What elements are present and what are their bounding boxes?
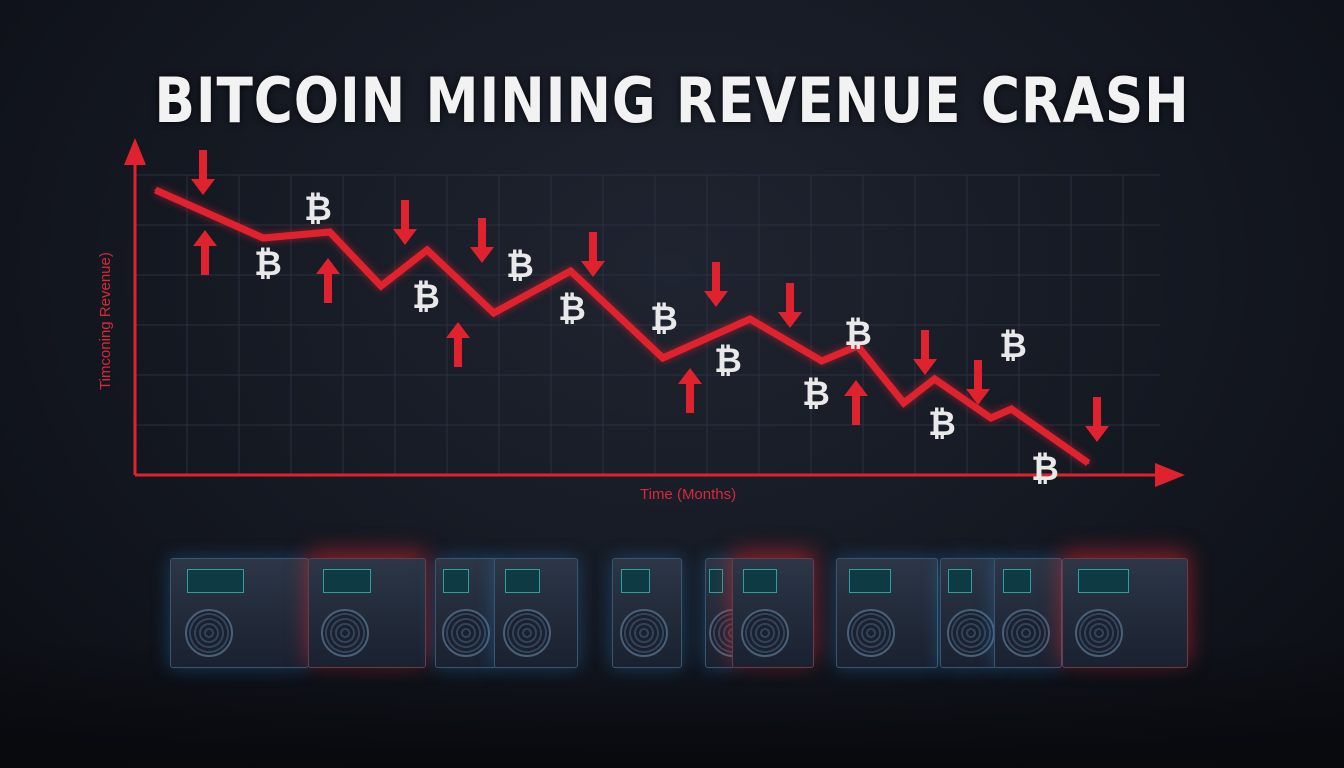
server-display	[1077, 569, 1130, 593]
x-axis-arrow-icon	[1155, 463, 1185, 487]
fan-icon	[619, 609, 668, 657]
fan-icon	[1001, 609, 1050, 657]
bitcoin-icon: ₿	[844, 314, 872, 354]
data-point	[380, 285, 382, 287]
bitcoin-icon: ₿	[714, 341, 742, 381]
server-display	[1002, 569, 1032, 593]
data-point	[1087, 462, 1090, 464]
arrow-down-icon	[704, 262, 728, 307]
mining-server	[435, 558, 497, 668]
server-display	[621, 569, 651, 593]
arrow-down-icon	[581, 232, 605, 277]
mining-server	[994, 558, 1062, 668]
mining-server	[836, 558, 938, 668]
bitcoin-icon: ₿	[928, 404, 956, 444]
bitcoin-icon: ₿	[254, 244, 282, 284]
bitcoin-icon: ₿	[1031, 449, 1059, 489]
data-point	[749, 318, 751, 320]
server-display	[504, 569, 540, 593]
data-point	[820, 360, 823, 362]
arrow-down-icon	[913, 330, 937, 375]
fan-icon	[503, 609, 552, 657]
arrow-up-icon	[446, 322, 470, 367]
bitcoin-icon: ₿	[650, 299, 678, 339]
chart-axes	[124, 138, 1185, 487]
data-point	[154, 189, 157, 191]
bitcoin-icon: ₿	[802, 374, 830, 414]
mining-server	[170, 558, 309, 668]
bitcoin-icon: ₿	[558, 289, 586, 329]
server-display	[742, 569, 777, 593]
server-display	[849, 569, 891, 593]
arrow-down-icon	[966, 360, 990, 405]
arrow-down-icon	[393, 200, 417, 245]
fan-icon	[1075, 609, 1124, 657]
fan-icon	[741, 609, 789, 657]
server-display	[947, 569, 972, 593]
y-axis-arrow-icon	[124, 138, 146, 165]
fan-icon	[184, 609, 233, 657]
x-axis-label: Time (Months)	[640, 486, 736, 503]
server-display	[443, 569, 470, 593]
bitcoin-icon: ₿	[304, 189, 332, 229]
data-point	[902, 402, 905, 404]
data-point	[262, 237, 265, 239]
arrow-up-icon	[193, 230, 217, 275]
fan-icon	[946, 609, 995, 657]
arrow-down-icon	[470, 218, 494, 263]
arrow-down-icon	[191, 150, 215, 195]
mining-server	[940, 558, 997, 668]
mining-server	[732, 558, 814, 668]
bitcoin-icon: ₿	[506, 246, 534, 286]
data-point	[933, 378, 936, 380]
data-point	[426, 249, 429, 251]
mining-server	[1062, 558, 1188, 668]
arrow-up-icon	[678, 368, 702, 413]
arrow-down-icon	[778, 283, 802, 328]
decorations: ₿ ₿ ₿ ₿ ₿ ₿ ₿ ₿ ₿ ₿ ₿ ₿	[191, 150, 1109, 489]
page-title: BITCOIN MINING REVENUE CRASH	[154, 64, 1190, 137]
fan-icon	[442, 609, 490, 657]
server-display	[322, 569, 372, 593]
data-point	[856, 345, 859, 347]
data-point	[1010, 408, 1013, 410]
mining-server	[612, 558, 682, 668]
fan-icon	[320, 609, 369, 657]
mining-server	[308, 558, 426, 668]
revenue-line	[154, 186, 1091, 466]
data-point	[661, 357, 664, 359]
y-axis-label: Timconing Revenue)	[97, 252, 114, 390]
mining-server	[494, 558, 578, 668]
fan-icon	[847, 609, 895, 657]
bitcoin-icon: ₿	[412, 277, 440, 317]
data-point	[989, 417, 992, 419]
arrow-down-icon	[1085, 397, 1109, 442]
arrow-up-icon	[316, 258, 340, 303]
mining-server	[705, 558, 757, 668]
data-point	[569, 270, 572, 272]
data-point	[328, 231, 331, 233]
bitcoin-icon: ₿	[999, 326, 1027, 366]
server-display	[187, 569, 245, 593]
server-display	[709, 569, 723, 593]
arrow-up-icon	[844, 380, 868, 425]
chart-grid	[134, 174, 1160, 476]
data-point	[492, 312, 495, 314]
